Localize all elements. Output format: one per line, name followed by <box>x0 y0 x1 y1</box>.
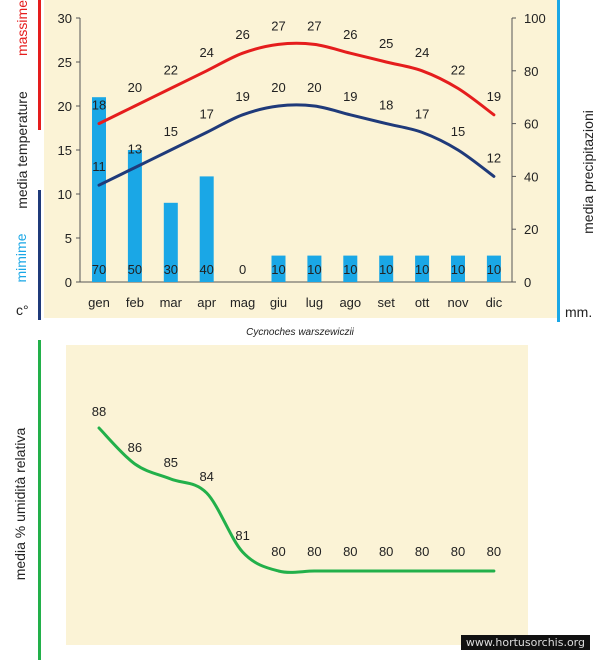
massime-value-label: 27 <box>307 18 321 33</box>
massime-value-label: 22 <box>164 62 178 77</box>
precipitation-value-label: 40 <box>199 262 213 277</box>
massime-value-label: 24 <box>199 45 213 60</box>
precipitation-value-label: 0 <box>239 262 246 277</box>
minime-value-label: 11 <box>92 159 106 174</box>
month-label-ott: ott <box>415 295 430 310</box>
left-tick-label: 15 <box>58 143 72 158</box>
month-label-set: set <box>378 295 396 310</box>
temperature-unit-label: c° <box>16 302 29 318</box>
right-tick-label: 100 <box>524 11 546 26</box>
month-label-giu: giu <box>270 295 287 310</box>
massime-value-label: 24 <box>415 45 429 60</box>
minime-value-label: 20 <box>307 80 321 95</box>
humidity-value-label-ago: 80 <box>343 544 357 559</box>
temperature-precipitation-chart: 0 5 10 15 20 25 30 0 20 40 60 80 100 70 50 30 40 0 10 10 10 1… <box>58 11 546 310</box>
minime-temperature-line <box>97 103 496 187</box>
humidity-value-label-feb: 86 <box>128 440 142 455</box>
precipitation-bar-ott <box>415 255 430 282</box>
massime-value-label: 19 <box>487 89 501 104</box>
right-tick-label: 40 <box>524 169 538 184</box>
precipitation-bar-feb <box>127 150 142 282</box>
right-tick-label: 80 <box>524 64 538 79</box>
minime-value-label: 20 <box>271 80 285 95</box>
massime-value-label: 26 <box>343 27 357 42</box>
minime-value-label: 19 <box>343 89 357 104</box>
precipitation-value-label: 10 <box>451 262 465 277</box>
precipitation-bar-lug <box>307 255 322 282</box>
minime-value-label: 15 <box>164 124 178 139</box>
month-label-mar: mar <box>160 295 183 310</box>
precipitation-unit-label: mm. <box>565 304 593 320</box>
precipitation-value-label: 10 <box>379 262 393 277</box>
humidity-value-label-dic: 80 <box>487 544 501 559</box>
massime-value-label: 25 <box>379 36 393 51</box>
massime-value-label: 26 <box>235 27 249 42</box>
precipitation-value-label: 50 <box>128 262 142 277</box>
right-tick-label: 60 <box>524 117 538 132</box>
humidity-value-label-mag: 81 <box>235 528 249 543</box>
minime-value-label: 17 <box>199 106 213 121</box>
massime-value-label: 22 <box>451 62 465 77</box>
precipitation-bar-gen <box>92 97 106 282</box>
left-tick-label: 0 <box>65 275 72 290</box>
precip-indicator <box>557 0 560 322</box>
left-tick-label: 25 <box>58 55 72 70</box>
right-tick-label: 20 <box>524 222 538 237</box>
precipitation-value-label: 70 <box>92 262 106 277</box>
massime-temperature-line <box>97 41 496 126</box>
month-label-nov: nov <box>448 295 469 310</box>
humidity-value-label-ott: 80 <box>415 544 429 559</box>
precipitation-value-label: 30 <box>164 262 178 277</box>
massime-value-label: 27 <box>271 18 285 33</box>
massime-value-label: 18 <box>92 98 106 113</box>
min-temp-indicator <box>38 190 41 320</box>
month-label-ago: ago <box>339 295 361 310</box>
minime-value-label: 19 <box>235 89 249 104</box>
precipitation-bar-nov <box>451 255 465 282</box>
left-tick-label: 30 <box>58 11 72 26</box>
humidity-value-label-lug: 80 <box>307 544 321 559</box>
month-label-feb: feb <box>126 295 144 310</box>
max-temp-indicator <box>38 0 41 130</box>
minime-value-label: 15 <box>451 124 465 139</box>
humidity-value-label-apr: 84 <box>199 469 213 484</box>
species-caption: Cycnoches warszewiczii <box>246 327 354 338</box>
precipitation-value-label: 10 <box>343 262 357 277</box>
right-tick-label: 0 <box>524 275 531 290</box>
massime-value-label: 20 <box>128 80 142 95</box>
humidity-line <box>97 426 496 574</box>
humidity-value-label-mar: 85 <box>164 455 178 470</box>
left-tick-label: 5 <box>65 231 72 246</box>
humidity-value-label-set: 80 <box>379 544 393 559</box>
month-label-lug: lug <box>306 295 323 310</box>
watermark: www.hortusorchis.org <box>460 635 590 650</box>
minime-value-label: 12 <box>487 150 501 165</box>
humidity-value-label-nov: 80 <box>451 544 465 559</box>
left-tick-label: 20 <box>58 99 72 114</box>
month-label-gen: gen <box>88 295 110 310</box>
minime-value-label: 18 <box>379 98 393 113</box>
left-tick-label: 10 <box>58 187 72 202</box>
humidity-value-label-giu: 80 <box>271 544 285 559</box>
precipitation-bar-mar <box>163 202 178 282</box>
month-label-mag: mag <box>230 295 255 310</box>
month-label-dic: dic <box>486 295 503 310</box>
precipitation-value-label: 10 <box>307 262 321 277</box>
precipitation-bar-set <box>379 255 394 282</box>
precipitation-value-label: 10 <box>271 262 285 277</box>
minime-value-label: 13 <box>128 142 142 157</box>
humidity-value-label-gen: 88 <box>92 404 106 419</box>
precipitation-bar-giu <box>271 255 286 282</box>
minime-value-label: 17 <box>415 106 429 121</box>
precipitation-bar-dic <box>486 255 501 282</box>
month-label-apr: apr <box>197 295 216 310</box>
precipitation-value-label: 10 <box>415 262 429 277</box>
precipitation-bar-ago <box>343 255 358 282</box>
humidity-chart-panel <box>66 345 528 645</box>
precipitation-bar-apr <box>199 176 214 282</box>
humidity-indicator <box>38 340 41 660</box>
precipitation-value-label: 10 <box>487 262 501 277</box>
